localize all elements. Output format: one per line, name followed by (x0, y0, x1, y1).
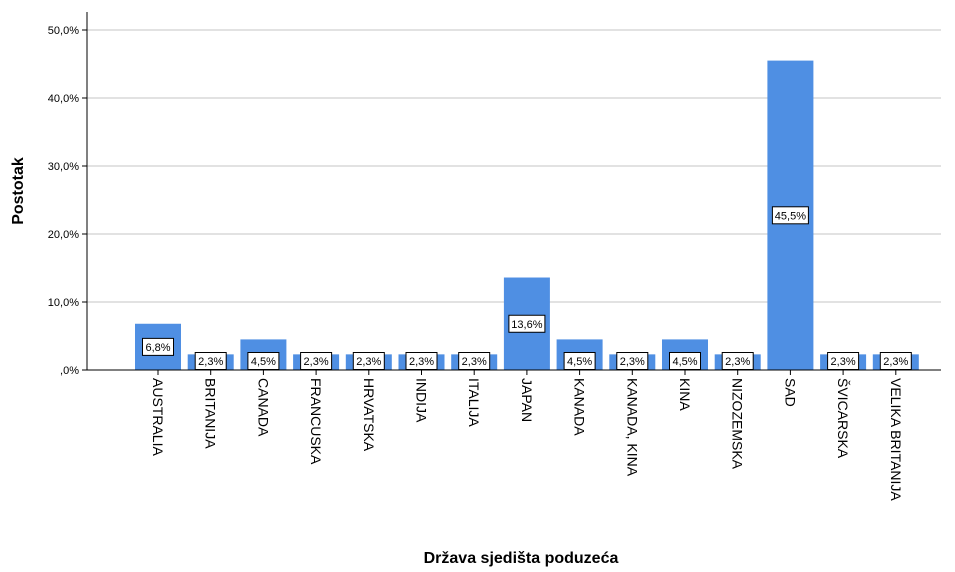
data-label-box (563, 352, 596, 370)
y-tick-label: 20,0% (48, 229, 79, 241)
data-label-box (142, 337, 174, 356)
data-label-box (300, 352, 333, 370)
data-label: 6,8% (145, 342, 170, 354)
x-axis-categories: AUSTRALIA BRITANIJA CANADA FRANCUSKA HRVATSK… (150, 370, 904, 501)
data-label: 2,3% (198, 356, 223, 368)
data-label-box (352, 352, 385, 370)
data-label: 2,3% (409, 356, 434, 368)
category-label: JAPAN (519, 378, 535, 422)
data-label-box (194, 352, 227, 370)
data-label: 2,3% (831, 356, 856, 368)
category-label: ITALIJA (466, 378, 482, 427)
category-label: HRVATSKA (361, 378, 377, 452)
data-label-box (771, 206, 809, 225)
data-label: 2,3% (620, 356, 645, 368)
category-label: VELIKA BRITANIJA (888, 378, 904, 501)
category-label: CANADA (255, 378, 271, 437)
category-label: KANADA, KINA (624, 378, 640, 477)
data-label: 2,3% (304, 356, 329, 368)
category-label: ŠVICARSKA (835, 378, 851, 459)
data-label-box (508, 314, 546, 333)
data-label: 2,3% (356, 356, 381, 368)
y-tick-label: 40,0% (48, 93, 79, 105)
category-label: AUSTRALIA (150, 378, 166, 456)
data-label-box (405, 352, 438, 370)
axes (86, 12, 941, 371)
data-label: 45,5% (775, 210, 806, 222)
data-labels: 6,8% 2,3% 4,5% 2,3% 2,3% 2,3% 2,3% 13,6% 4,5% 2,3… (142, 206, 912, 370)
y-tick-label: 50,0% (48, 25, 79, 37)
y-axis-ticks: ,0% 10,0% 20,0% 30,0% 40,0% 50,0% (48, 25, 87, 377)
category-label: FRANCUSKA (308, 378, 324, 465)
data-label: 2,3% (883, 356, 908, 368)
data-label-box (879, 352, 912, 370)
data-label-box (669, 352, 701, 370)
category-label: NIZOZEMSKA (730, 378, 746, 470)
category-label: KINA (677, 378, 693, 411)
data-label-box (247, 352, 280, 370)
data-label: 13,6% (511, 319, 542, 331)
y-tick-label: ,0% (60, 365, 79, 377)
data-label: 4,5% (567, 356, 592, 368)
data-label: 2,3% (725, 356, 750, 368)
data-label-box (616, 352, 649, 370)
y-tick-label: 30,0% (48, 161, 79, 173)
data-label-box (721, 352, 754, 370)
category-label: BRITANIJA (203, 378, 219, 449)
data-label-box (458, 352, 491, 370)
y-tick-label: 10,0% (48, 297, 79, 309)
category-label: SAD (782, 378, 798, 407)
data-label: 2,3% (462, 356, 487, 368)
category-label: KANADA (572, 378, 588, 436)
data-label-box (827, 352, 860, 370)
data-label: 4,5% (251, 356, 276, 368)
y-axis-title: Postotak (10, 157, 27, 225)
data-label: 4,5% (672, 356, 697, 368)
category-label: INDIJA (414, 378, 430, 423)
x-axis-title: Država sjedišta poduzeća (424, 550, 619, 567)
